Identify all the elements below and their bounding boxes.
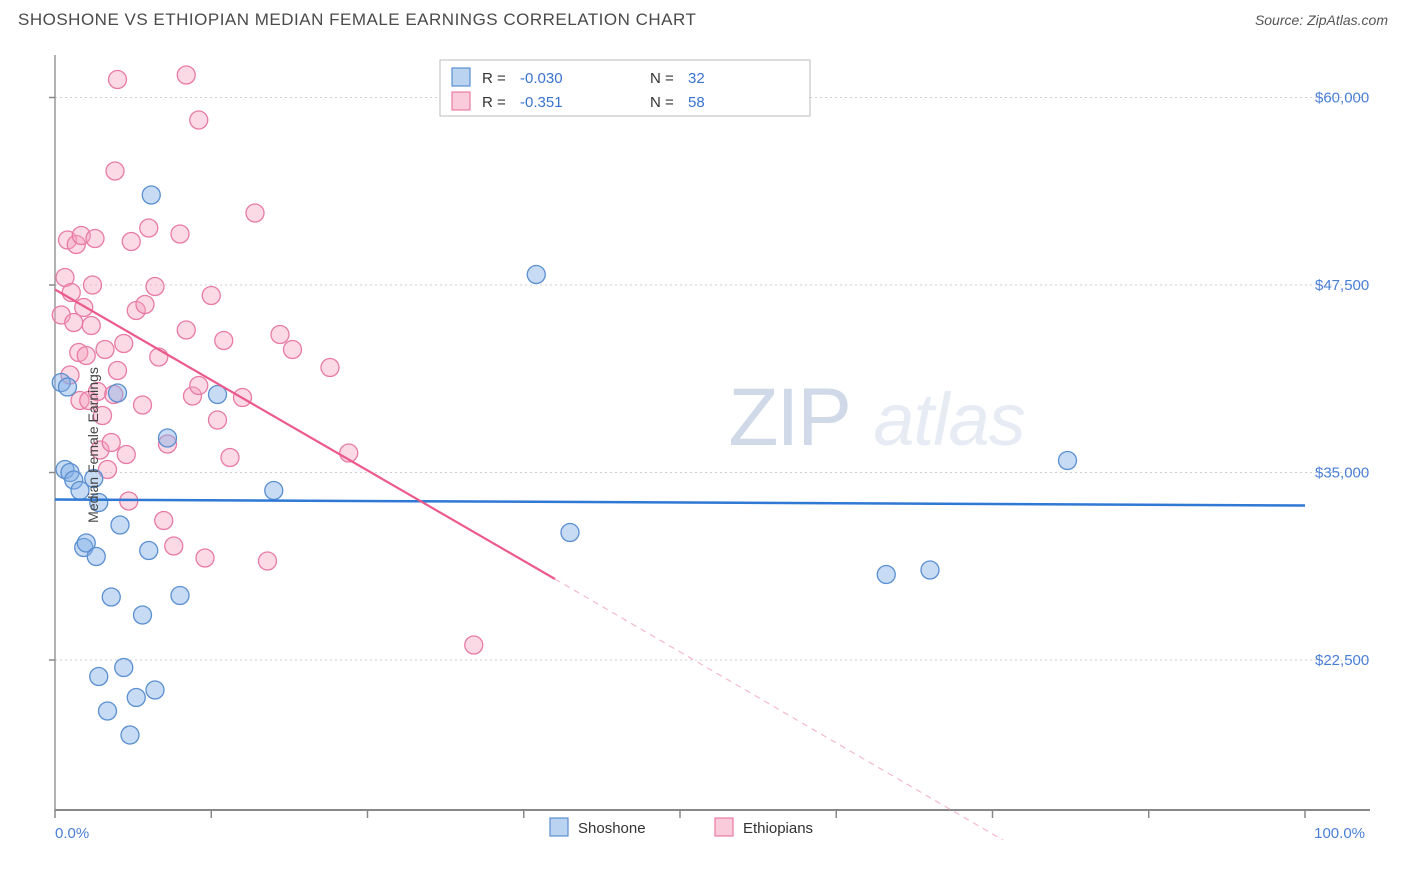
stats-n-ethiopian: 58 xyxy=(688,94,705,111)
stats-r-label: R = xyxy=(482,94,506,111)
ethiopian-trendline xyxy=(55,290,555,580)
ethiopian-point xyxy=(215,332,233,350)
ethiopian-point xyxy=(246,204,264,222)
ethiopian-point xyxy=(140,219,158,237)
ethiopian-point xyxy=(115,335,133,353)
shoshone-point xyxy=(90,668,108,686)
ethiopian-point xyxy=(177,66,195,84)
ethiopian-point xyxy=(134,396,152,414)
ethiopian-point xyxy=(75,299,93,317)
ethiopian-point xyxy=(171,225,189,243)
shoshone-point xyxy=(87,548,105,566)
legend-label-shoshone: Shoshone xyxy=(578,820,646,837)
ethiopian-point xyxy=(196,549,214,567)
y-tick-label: $60,000 xyxy=(1315,90,1369,107)
shoshone-trendline xyxy=(55,500,1305,506)
source-attr: Source: ZipAtlas.com xyxy=(1255,12,1388,28)
stats-r-label: R = xyxy=(482,70,506,87)
ethiopian-point xyxy=(146,278,164,296)
ethiopian-point xyxy=(122,233,140,251)
ethiopian-point xyxy=(109,71,127,89)
shoshone-point xyxy=(527,266,545,284)
x-min-label: 0.0% xyxy=(55,825,89,840)
stats-swatch-ethiopian xyxy=(452,92,470,110)
ethiopian-point xyxy=(106,162,124,180)
stats-r-ethiopian: -0.351 xyxy=(520,94,563,111)
stats-n-label: N = xyxy=(650,94,674,111)
shoshone-point xyxy=(99,702,117,720)
ethiopian-point xyxy=(190,377,208,395)
y-tick-label: $35,000 xyxy=(1315,465,1369,482)
ethiopian-point xyxy=(77,347,95,365)
ethiopian-point xyxy=(86,230,104,248)
stats-r-shoshone: -0.030 xyxy=(520,70,563,87)
shoshone-point xyxy=(877,566,895,584)
x-max-label: 100.0% xyxy=(1314,825,1365,840)
shoshone-point xyxy=(171,587,189,605)
ethiopian-point xyxy=(465,636,483,654)
shoshone-point xyxy=(134,606,152,624)
ethiopian-point xyxy=(109,362,127,380)
stats-n-shoshone: 32 xyxy=(688,70,705,87)
stats-n-label: N = xyxy=(650,70,674,87)
shoshone-point xyxy=(111,516,129,534)
shoshone-point xyxy=(142,186,160,204)
watermark-zip: ZIP xyxy=(728,372,850,463)
ethiopian-point xyxy=(84,276,102,294)
ethiopian-point xyxy=(117,446,135,464)
ethiopian-point xyxy=(209,411,227,429)
shoshone-point xyxy=(121,726,139,744)
ethiopian-point xyxy=(96,341,114,359)
shoshone-point xyxy=(140,542,158,560)
ethiopian-point xyxy=(190,111,208,129)
y-tick-label: $22,500 xyxy=(1315,652,1369,669)
shoshone-point xyxy=(921,561,939,579)
ethiopian-point xyxy=(202,287,220,305)
ethiopian-point xyxy=(177,321,195,339)
shoshone-point xyxy=(59,378,77,396)
ethiopian-point xyxy=(165,537,183,555)
legend-label-ethiopian: Ethiopians xyxy=(743,820,813,837)
chart-title: SHOSHONE VS ETHIOPIAN MEDIAN FEMALE EARN… xyxy=(18,10,696,30)
ethiopian-point xyxy=(102,434,120,452)
ethiopian-point xyxy=(284,341,302,359)
source-name: ZipAtlas.com xyxy=(1307,12,1388,28)
shoshone-point xyxy=(561,524,579,542)
ethiopian-point xyxy=(271,326,289,344)
shoshone-point xyxy=(115,659,133,677)
correlation-scatter-chart: ZIP atlas $22,500 $35,000 $47,500 $60,000 0.0%… xyxy=(45,50,1385,840)
shoshone-point xyxy=(265,482,283,500)
shoshone-point xyxy=(159,429,177,447)
shoshone-point xyxy=(1059,452,1077,470)
shoshone-point xyxy=(109,384,127,402)
ethiopian-point xyxy=(136,296,154,314)
legend-swatch-shoshone xyxy=(550,818,568,836)
watermark-atlas: atlas xyxy=(873,378,1024,461)
ethiopian-point xyxy=(82,317,100,335)
stats-swatch-shoshone xyxy=(452,68,470,86)
ethiopian-point xyxy=(221,449,239,467)
y-axis-label: Median Female Earnings xyxy=(85,367,101,523)
shoshone-point xyxy=(127,689,145,707)
ethiopian-point xyxy=(321,359,339,377)
ethiopian-trendline-extrap xyxy=(555,579,1080,840)
shoshone-point xyxy=(146,681,164,699)
source-prefix: Source: xyxy=(1255,12,1307,28)
legend-swatch-ethiopian xyxy=(715,818,733,836)
y-tick-label: $47,500 xyxy=(1315,277,1369,294)
ethiopian-point xyxy=(155,512,173,530)
ethiopian-point xyxy=(259,552,277,570)
shoshone-point xyxy=(102,588,120,606)
